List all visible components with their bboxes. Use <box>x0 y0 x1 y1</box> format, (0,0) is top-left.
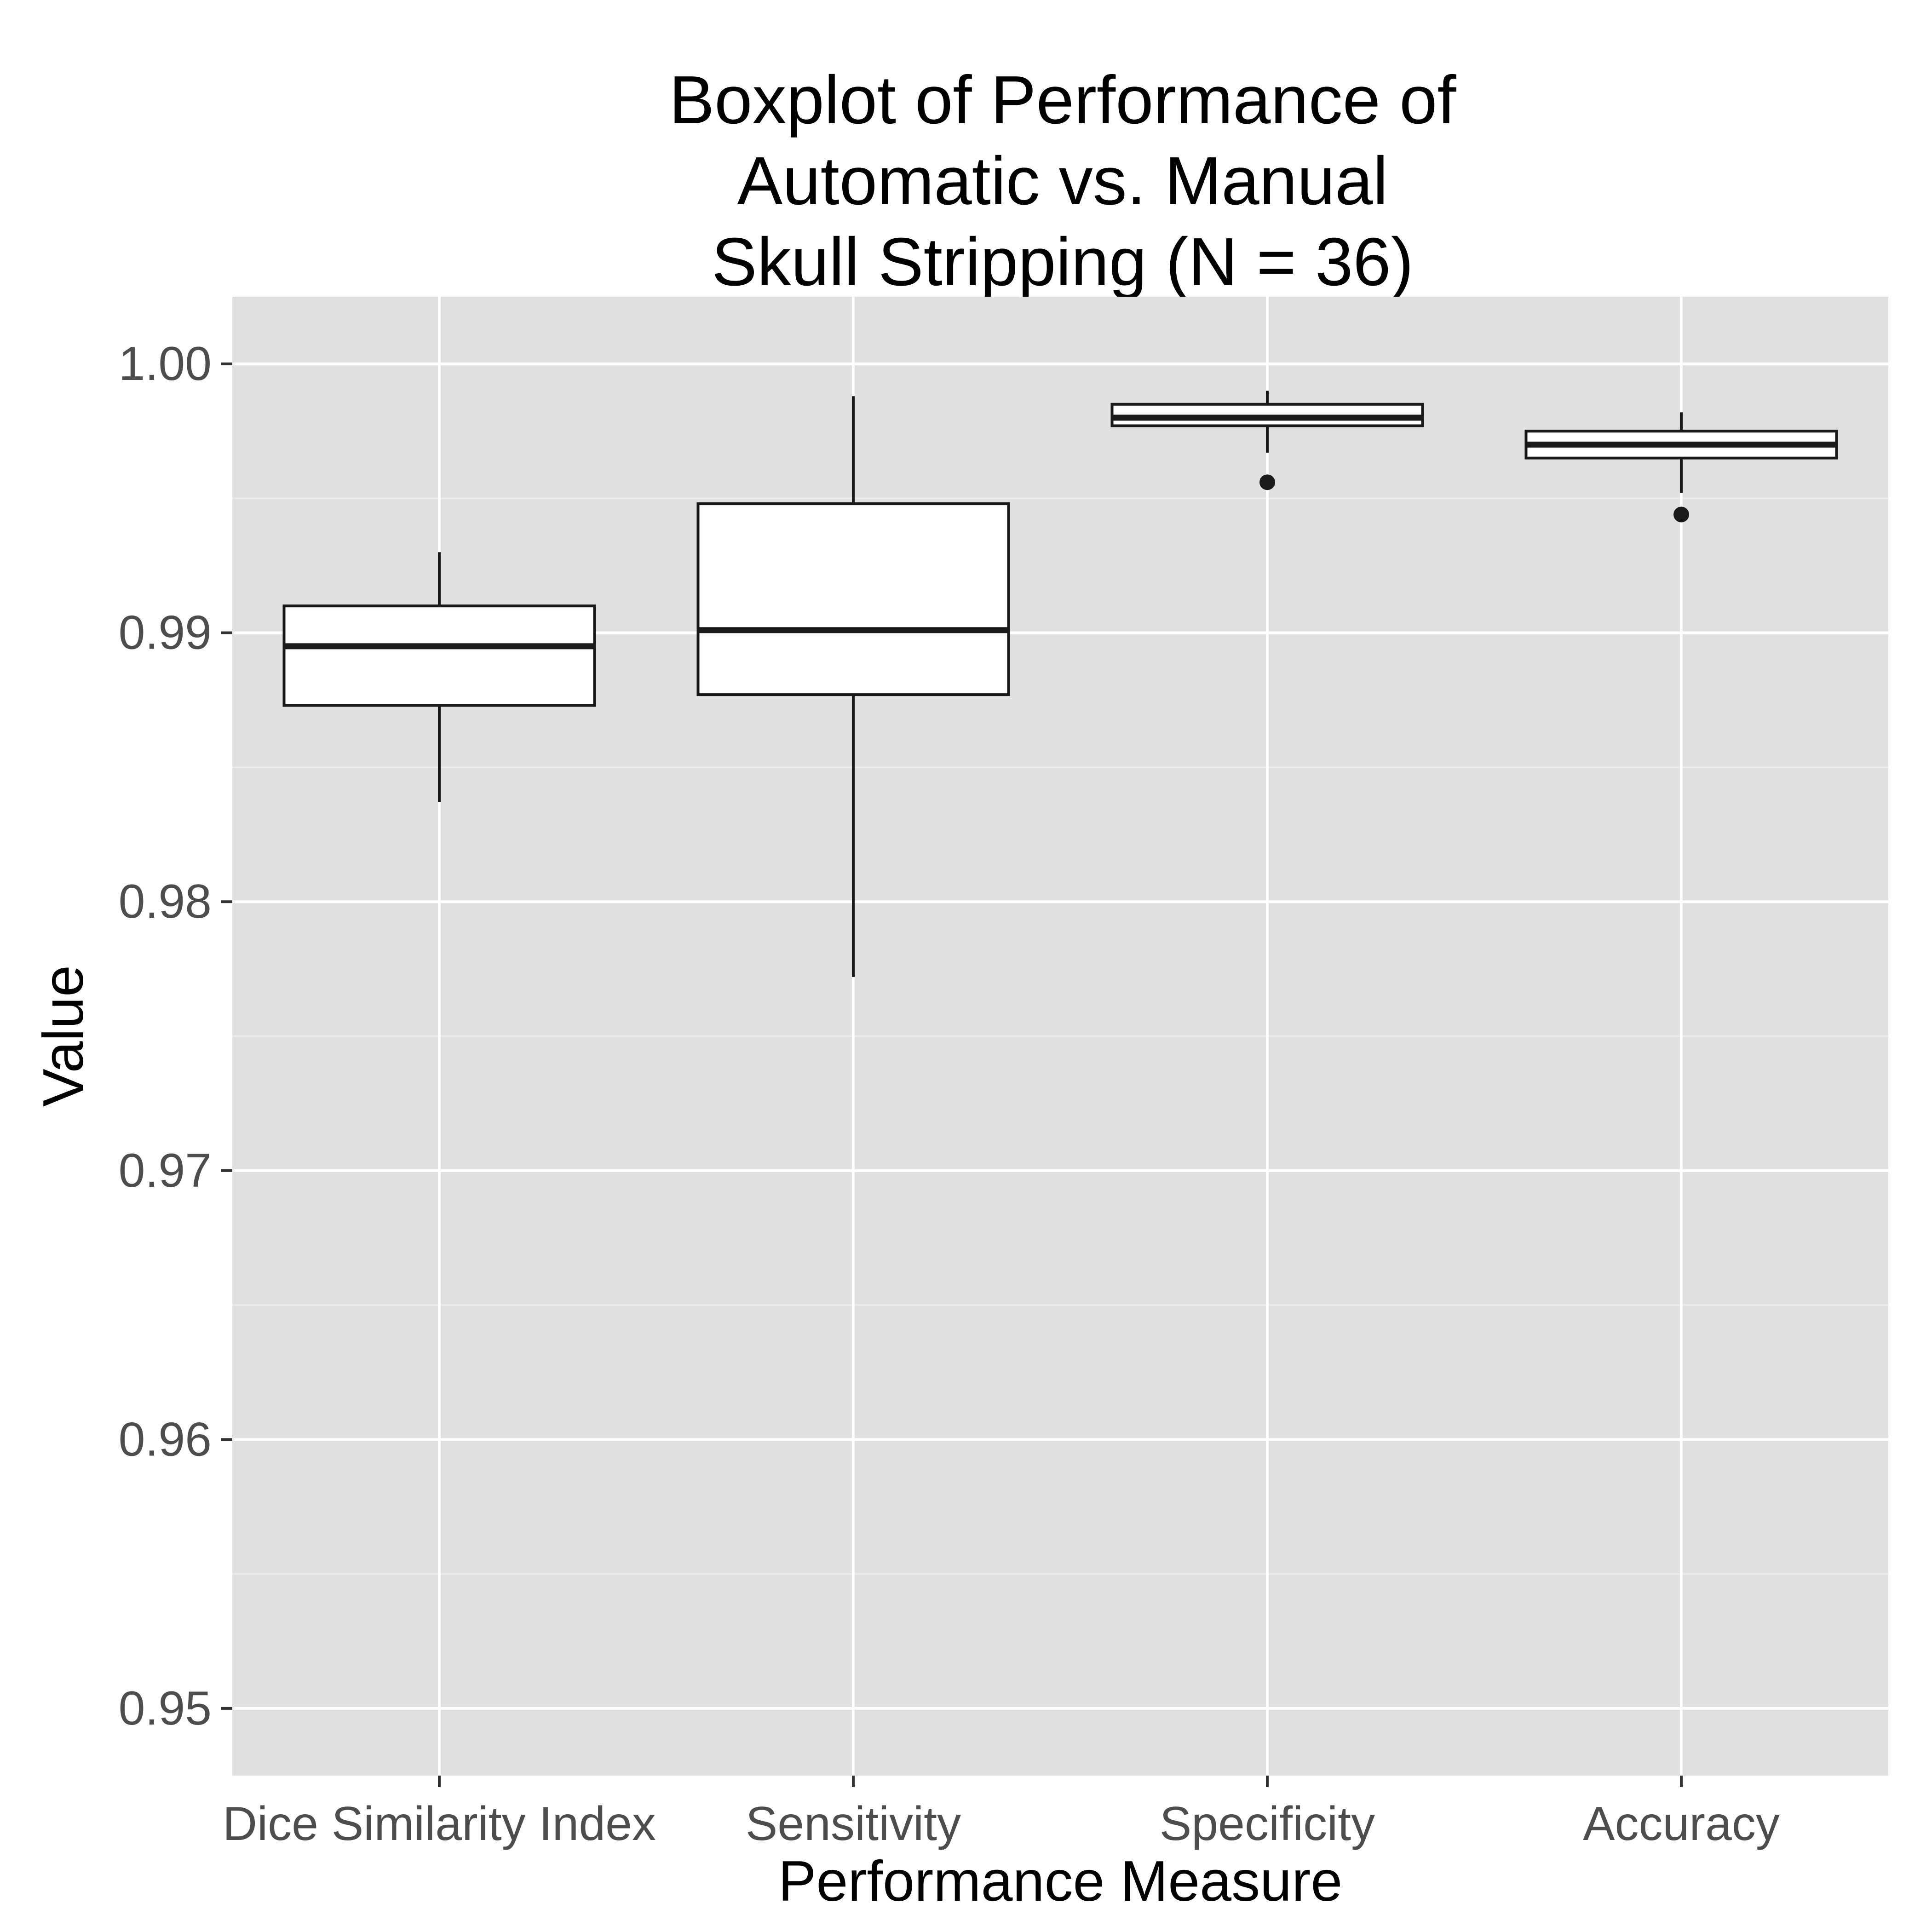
box-group <box>696 396 1010 977</box>
outlier-point <box>1259 474 1275 490</box>
box-group <box>1524 412 1838 523</box>
y-tick-label: 1.00 <box>119 337 212 391</box>
x-tick-label: Accuracy <box>1583 1797 1780 1851</box>
y-axis-title: Value <box>32 965 95 1107</box>
chart-title-line-1: Boxplot of Performance of <box>669 62 1456 138</box>
y-tick-label: 0.97 <box>119 1144 212 1197</box>
x-axis-title: Performance Measure <box>778 1850 1343 1913</box>
x-tick-label: Sensitivity <box>746 1797 961 1851</box>
box-iqr <box>282 604 596 707</box>
chart-title: Boxplot of Performance of Automatic vs. … <box>669 62 1456 300</box>
box-iqr <box>696 502 1010 696</box>
outlier-point <box>1673 506 1689 523</box>
y-tick-label: 0.95 <box>119 1682 212 1735</box>
chart-title-line-2: Automatic vs. Manual <box>737 143 1388 219</box>
box-group <box>1110 391 1424 490</box>
y-tick-label: 0.98 <box>119 875 212 928</box>
axis-layer: 0.95 0.96 0.97 0.98 0.99 1.00 Dice Similarity … <box>119 337 1780 1851</box>
y-tick-label: 0.96 <box>119 1413 212 1466</box>
y-tick-label: 0.99 <box>119 606 212 660</box>
box-layer <box>282 391 1838 977</box>
box-group <box>282 552 596 802</box>
x-tick-label: Specificity <box>1160 1797 1375 1851</box>
grid-lines <box>232 297 1888 1776</box>
chart-title-line-3: Skull Stripping (N = 36) <box>712 224 1414 300</box>
x-tick-label: Dice Similarity Index <box>223 1797 656 1851</box>
